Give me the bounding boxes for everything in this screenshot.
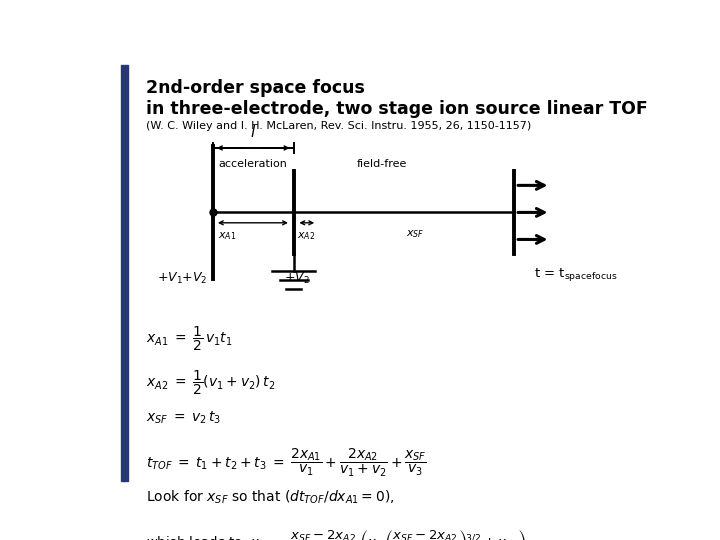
Bar <box>121 65 128 481</box>
Text: in three-electrode, two stage ion source linear TOF: in three-electrode, two stage ion source… <box>145 100 647 118</box>
Text: $x_{SF}$: $x_{SF}$ <box>406 228 425 240</box>
Text: $x_{SF} \;=\; v_2\,t_3$: $x_{SF} \;=\; v_2\,t_3$ <box>145 410 221 426</box>
Text: field-free: field-free <box>356 159 407 168</box>
Text: 2nd-order space focus: 2nd-order space focus <box>145 79 364 97</box>
Text: t = t$_{\mathregular{space focus}}$: t = t$_{\mathregular{space focus}}$ <box>534 266 617 284</box>
Text: $x_{A2} \;=\; \dfrac{1}{2}(v_1 + v_2)\,t_2$: $x_{A2} \;=\; \dfrac{1}{2}(v_1 + v_2)\,t… <box>145 368 275 397</box>
Text: $x_{A1}$: $x_{A1}$ <box>218 230 237 242</box>
Text: $+V_1{+}V_2$: $+V_1{+}V_2$ <box>157 271 207 286</box>
Text: $t_{TOF} \;=\; t_1 + t_2 + t_3 \;=\; \dfrac{2x_{A1}}{v_1} + \dfrac{2x_{A2}}{v_1+: $t_{TOF} \;=\; t_1 + t_2 + t_3 \;=\; \df… <box>145 447 427 480</box>
Text: Look for $x_{SF}$ so that $(dt_{TOF} / dx_{A1} = 0)$,: Look for $x_{SF}$ so that $(dt_{TOF} / d… <box>145 489 395 507</box>
Text: $x_{A2}$: $x_{A2}$ <box>297 230 315 242</box>
Text: $l$: $l$ <box>250 125 256 140</box>
Text: $+V_2$: $+V_2$ <box>284 271 310 286</box>
Text: $x_{A1} \;=\; \dfrac{1}{2}\,v_1 t_1$: $x_{A1} \;=\; \dfrac{1}{2}\,v_1 t_1$ <box>145 325 233 353</box>
Text: acceleration: acceleration <box>219 159 288 168</box>
Text: which leads to  $x_{A1} = \dfrac{x_{SF}-2x_{A2}}{2(x_{Sf}+x_{A2})}\!\left(x_{SF}: which leads to $x_{A1} = \dfrac{x_{SF}-2… <box>145 529 526 540</box>
Text: (W. C. Wiley and I. H. McLaren, Rev. Sci. Instru. 1955, 26, 1150-1157): (W. C. Wiley and I. H. McLaren, Rev. Sci… <box>145 121 531 131</box>
